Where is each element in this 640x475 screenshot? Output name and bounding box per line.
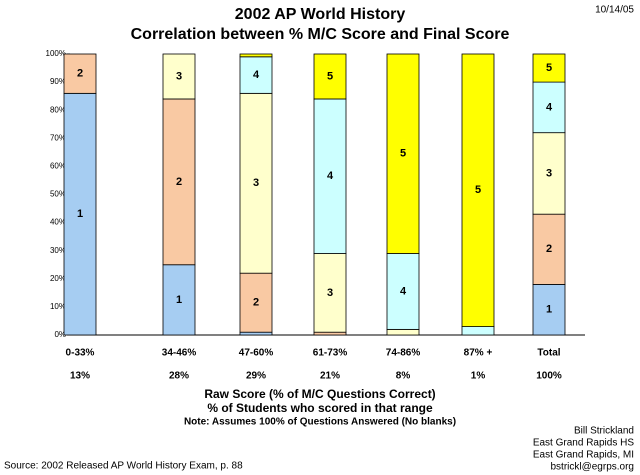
chart-subtitle: Correlation between % M/C Score and Fina… — [131, 26, 510, 43]
y-tick-label: 50% — [50, 190, 66, 199]
segment-label: 5 — [327, 70, 333, 82]
segment-label: 2 — [77, 68, 83, 80]
x-tick-label: Total — [537, 348, 560, 359]
bar-segment — [313, 331, 347, 336]
segment-label: 3 — [546, 167, 552, 179]
segment-label: 2 — [253, 297, 259, 309]
bar-segment — [532, 132, 566, 215]
y-tick-label: 100% — [46, 49, 66, 58]
x-sublabel: 21% — [320, 371, 340, 382]
x-sublabel: 28% — [169, 371, 189, 382]
bar-segment — [386, 53, 420, 254]
segment-label: 4 — [546, 101, 553, 113]
segment-label: 3 — [176, 70, 182, 82]
bar-segment — [162, 98, 196, 266]
y-tick-label: 70% — [50, 133, 66, 142]
segment-label: 5 — [546, 62, 552, 74]
bar-segment — [313, 53, 347, 100]
segment-label: 3 — [253, 177, 259, 189]
source: Source: 2002 Released AP World History E… — [4, 461, 243, 472]
bar-segment — [313, 253, 347, 333]
author-line: bstrickl@egrps.org — [550, 462, 634, 473]
bar-segment — [532, 284, 566, 336]
y-tick-label: 40% — [50, 218, 66, 227]
bar-segment — [239, 56, 273, 94]
bar-segment — [162, 53, 196, 100]
segment-label: 4 — [327, 170, 334, 182]
y-tick-label: 80% — [50, 105, 66, 114]
segment-label: 2 — [546, 243, 552, 255]
x-axis-label: Raw Score (% of M/C Questions Correct) — [204, 387, 435, 401]
note: Note: Assumes 100% of Questions Answered… — [184, 417, 456, 428]
x-sublabel: 29% — [246, 371, 266, 382]
y-tick-label: 20% — [50, 274, 66, 283]
x-tick-label: 47-60% — [239, 348, 274, 359]
y-tick-label: 60% — [50, 162, 66, 171]
bar-segment — [239, 331, 273, 336]
y-tick-label: 10% — [50, 302, 66, 311]
segment-label: 1 — [546, 304, 552, 316]
x-sublabel: 8% — [396, 371, 411, 382]
x-tick-label: 0-33% — [66, 348, 95, 359]
x-tick-label: 61-73% — [313, 348, 348, 359]
y-tick-label: 30% — [50, 246, 66, 255]
segment-label: 3 — [327, 287, 333, 299]
x-sublabel: 1% — [471, 371, 486, 382]
bar-segment — [532, 53, 566, 83]
bar-segment — [239, 92, 273, 274]
segment-label: 4 — [400, 285, 407, 297]
segment-label: 1 — [176, 294, 182, 306]
author-line: Bill Strickland — [574, 426, 634, 437]
author-line: East Grand Rapids HS — [533, 438, 634, 449]
x-sublabel: 13% — [70, 371, 90, 382]
bar-segment — [532, 213, 566, 285]
segment-label: 2 — [176, 176, 182, 188]
bar-segment — [162, 264, 196, 336]
bar-segment — [63, 53, 97, 94]
bar-segment — [239, 53, 273, 58]
bar-segment — [386, 328, 420, 336]
x-tick-label: 87% + — [464, 348, 493, 359]
bar-segment — [461, 53, 495, 327]
author-line: East Grand Rapids, MI — [533, 450, 634, 461]
x-sublabel: 100% — [536, 371, 562, 382]
segment-label: 5 — [400, 148, 406, 160]
chart-title: 2002 AP World History — [235, 6, 406, 23]
x-tick-label: 34-46% — [162, 348, 197, 359]
segment-label: 1 — [77, 208, 83, 220]
x-axis-label-2: % of Students who scored in that range — [207, 401, 433, 415]
segment-label: 4 — [253, 69, 260, 81]
x-tick-label: 74-86% — [386, 348, 421, 359]
y-tick-label: 90% — [50, 77, 66, 86]
segment-label: 5 — [475, 184, 481, 196]
bar-segment — [63, 92, 97, 336]
y-tick-label: 0% — [54, 330, 66, 339]
date: 10/14/05 — [595, 5, 634, 16]
bar-segment — [461, 326, 495, 336]
bar-segment — [532, 81, 566, 134]
